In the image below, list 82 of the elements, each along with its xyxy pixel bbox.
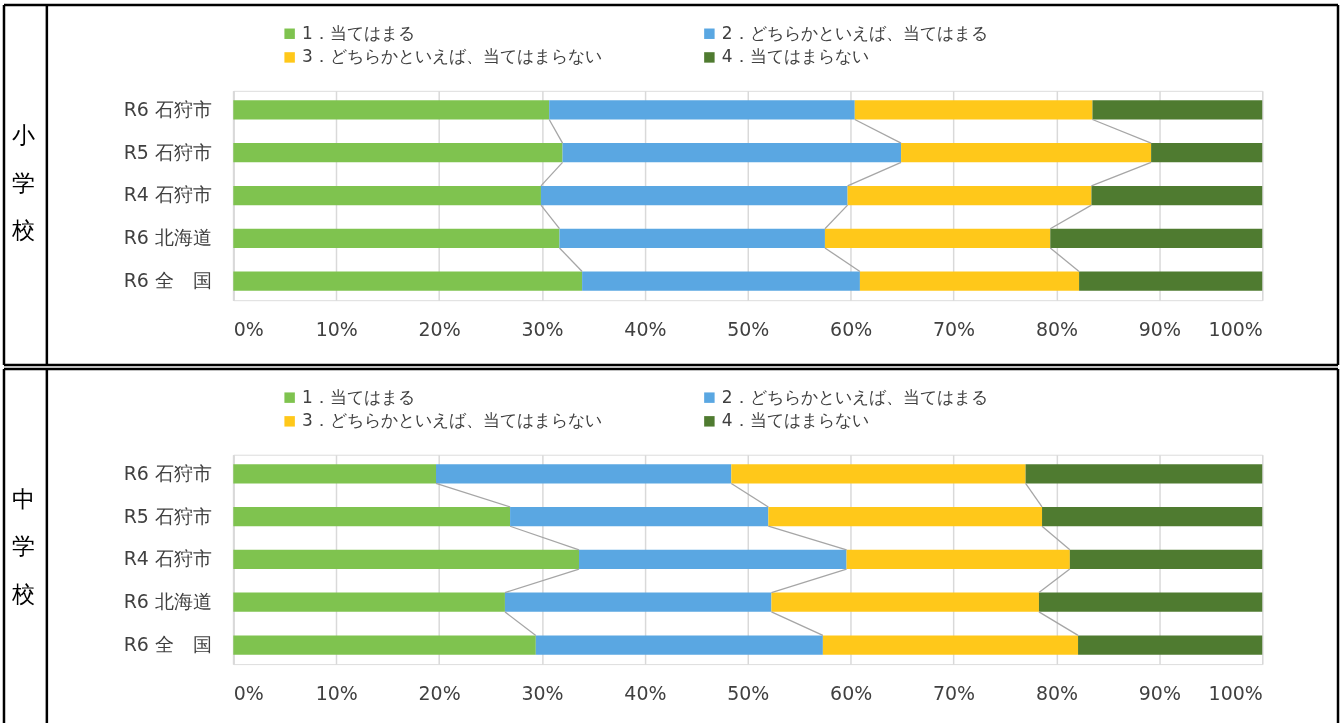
bar: [768, 506, 1043, 527]
y-tick-label: R4 石狩市: [123, 547, 212, 570]
x-tick-label: 70%: [933, 681, 976, 704]
bar: [1092, 100, 1263, 120]
y-tick-label: R5 石狩市: [123, 140, 212, 163]
text: 中学校: [11, 485, 36, 608]
legend-label: 2．どちらかといえば、当てはまる: [721, 386, 988, 407]
bar: [540, 185, 848, 206]
bar: [579, 549, 847, 570]
text: 小学校: [11, 121, 36, 244]
bar: [233, 464, 436, 484]
x-tick-label: 90%: [1138, 317, 1181, 340]
x-tick-label: 30%: [521, 681, 564, 704]
bar: [535, 635, 823, 655]
bar: [731, 464, 1026, 484]
bar: [510, 506, 769, 527]
x-tick-label: 10%: [315, 317, 358, 340]
legend-label: 3．どちらかといえば、当てはまらない: [302, 410, 602, 431]
x-tick-label: 50%: [727, 681, 770, 704]
x-tick-label: 20%: [418, 681, 461, 704]
bar: [1038, 592, 1263, 612]
bar: [233, 185, 541, 206]
legend-label: 1．当てはまる: [302, 22, 415, 43]
x-tick-label: 90%: [1138, 681, 1181, 704]
y-tick-label: R6 北海道: [123, 226, 212, 249]
bar: [771, 592, 1039, 612]
bar: [1050, 228, 1263, 248]
y-tick-label: R6 石狩市: [123, 461, 212, 484]
y-tick-label: R4 石狩市: [123, 183, 212, 206]
y-tick-label: R6 全 国: [123, 633, 212, 656]
bar: [1151, 143, 1263, 163]
x-tick-label: 60%: [830, 317, 873, 340]
x-tick-label: 100%: [1208, 681, 1263, 704]
bar: [1042, 506, 1263, 527]
bar: [559, 228, 825, 248]
bar: [1078, 635, 1263, 655]
y-tick-label: R6 石狩市: [123, 97, 212, 120]
x-tick-label: 100%: [1208, 317, 1263, 340]
legend-label: 3．どちらかといえば、当てはまらない: [302, 46, 602, 67]
bar: [824, 228, 1051, 248]
x-tick-label: 40%: [624, 681, 667, 704]
x-tick-label: 10%: [315, 681, 358, 704]
bar: [846, 549, 1070, 570]
x-tick-label: 50%: [727, 317, 770, 340]
legend-label: 4．当てはまらない: [721, 46, 869, 67]
x-tick-label: 70%: [933, 317, 976, 340]
bar: [233, 549, 580, 570]
x-tick-label: 20%: [418, 317, 461, 340]
bar: [859, 271, 1080, 291]
y-tick-label: R5 石狩市: [123, 504, 212, 527]
x-tick-label: 0%: [233, 681, 264, 704]
bar: [233, 635, 536, 655]
bar: [233, 506, 511, 527]
y-tick-label: R6 全 国: [123, 269, 212, 292]
bar: [1069, 549, 1263, 570]
legend-label: 4．当てはまらない: [721, 410, 869, 431]
bar: [233, 143, 563, 163]
x-tick-label: 80%: [1035, 317, 1078, 340]
legend-label: 1．当てはまる: [302, 386, 415, 407]
bar: [233, 271, 583, 291]
bar: [822, 635, 1079, 655]
bar: [1025, 464, 1263, 484]
bar: [1091, 185, 1263, 206]
x-tick-label: 80%: [1035, 681, 1078, 704]
bar: [1079, 271, 1263, 291]
bar: [847, 185, 1092, 206]
bar: [582, 271, 860, 291]
bar: [901, 143, 1152, 163]
bar: [549, 100, 855, 120]
legend-label: 2．どちらかといえば、当てはまる: [721, 22, 988, 43]
bar: [436, 464, 732, 484]
bar: [562, 143, 902, 163]
bar: [233, 228, 560, 248]
x-tick-label: 30%: [521, 317, 564, 340]
x-tick-label: 60%: [830, 681, 873, 704]
x-tick-label: 40%: [624, 317, 667, 340]
bar: [233, 592, 505, 612]
bar: [504, 592, 772, 612]
x-tick-label: 0%: [233, 317, 264, 340]
bar: [233, 100, 550, 120]
y-tick-label: R6 北海道: [123, 590, 212, 613]
bar: [854, 100, 1093, 120]
